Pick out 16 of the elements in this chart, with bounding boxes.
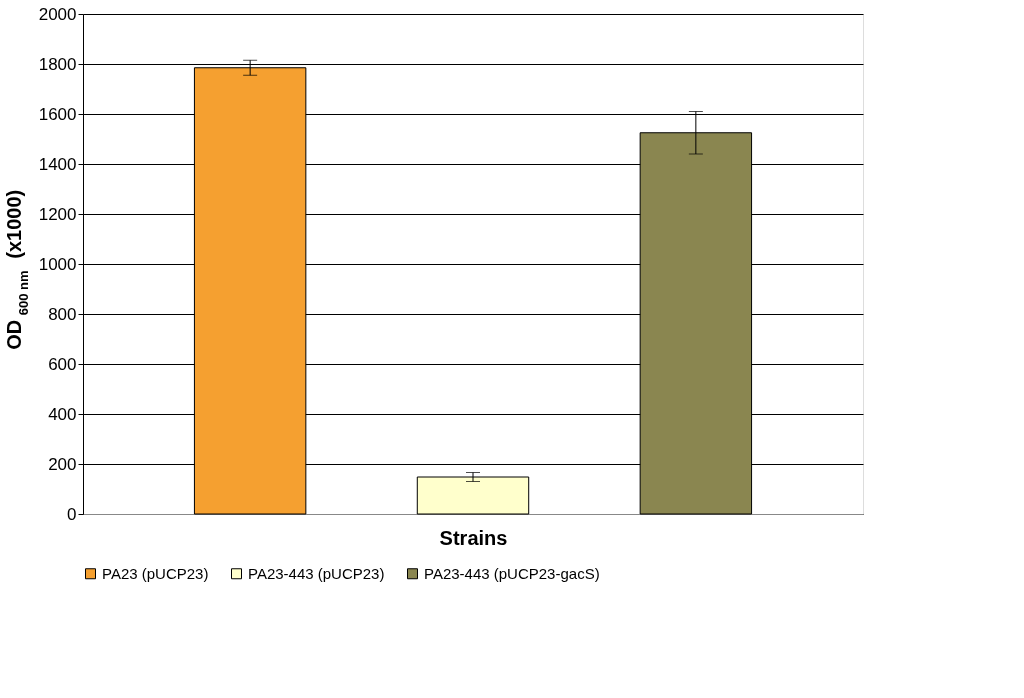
y-tick-label: 1600 — [38, 104, 77, 124]
legend-label: PA23-443 (pUCP23) — [248, 564, 385, 582]
x-axis-title: Strains — [439, 526, 508, 549]
legend-label: PA23-443 (pUCP23-gacS) — [424, 564, 600, 582]
legend-label: PA23 (pUCP23) — [102, 564, 209, 582]
y-axis-title: OD 600 nm (x1000) — [3, 189, 31, 350]
y-tick-label: 1000 — [38, 254, 77, 274]
y-tick-label: 2000 — [38, 4, 77, 24]
y-tick-label: 200 — [48, 454, 77, 474]
y-tick-label: 800 — [48, 304, 77, 324]
y-tick-label: 0 — [67, 504, 77, 524]
y-tick-label: 600 — [48, 354, 77, 374]
y-tick-label: 400 — [48, 404, 77, 424]
y-tick-label: 1200 — [38, 204, 77, 224]
y-tick-label: 1800 — [38, 54, 77, 74]
y-tick-label: 1400 — [38, 154, 77, 174]
